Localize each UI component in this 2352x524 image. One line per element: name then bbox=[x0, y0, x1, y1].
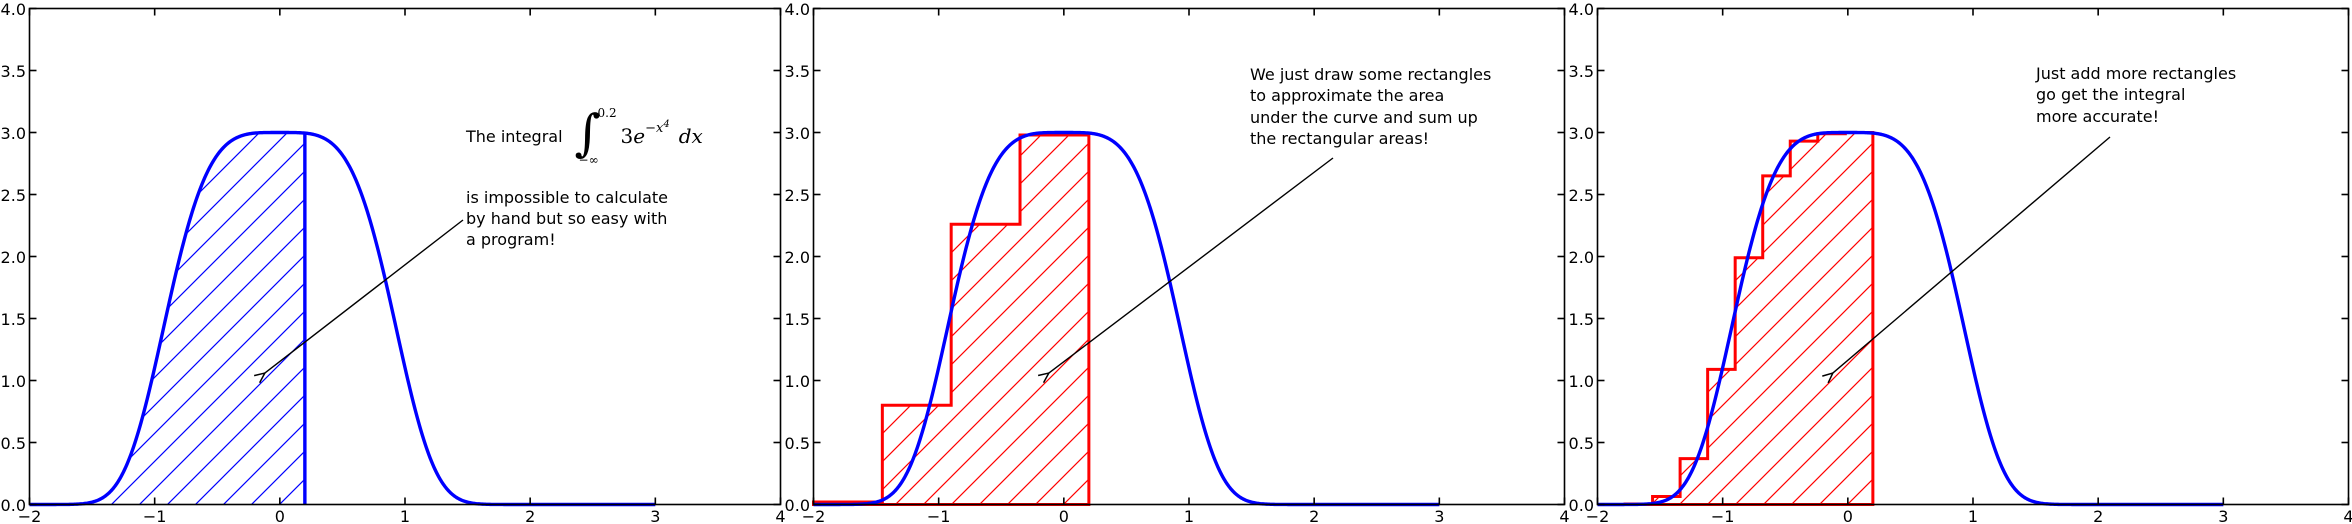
x-tick-label: 2 bbox=[525, 506, 536, 524]
y-tick-label: 2.0 bbox=[1568, 247, 1594, 267]
x-tick-label: −1 bbox=[142, 506, 167, 524]
y-tick-label: 3.0 bbox=[0, 123, 26, 143]
x-tick-label: 4 bbox=[775, 506, 786, 524]
plot-canvas bbox=[28, 7, 782, 507]
integral-lower-limit: −∞ bbox=[578, 153, 599, 168]
y-tick-label: 0.5 bbox=[1568, 433, 1594, 453]
y-tick-label: 1.0 bbox=[1568, 371, 1594, 391]
integral-upper-limit: 0.2 bbox=[597, 106, 617, 121]
x-tick-label: 2 bbox=[2093, 506, 2104, 524]
x-tick-label: −1 bbox=[926, 506, 951, 524]
x-tick-label: 4 bbox=[1559, 506, 1570, 524]
y-tick-label: 2.5 bbox=[784, 185, 810, 205]
y-tick-label: 0.0 bbox=[1568, 495, 1594, 515]
panel-more-rectangles: Just add more rectangles go get the inte… bbox=[1568, 0, 2352, 524]
y-tick-label: 1.5 bbox=[1568, 309, 1594, 329]
integral-glyph: ∫ bbox=[574, 104, 601, 163]
integral-sign: ∫ 0.2 −∞ bbox=[574, 104, 621, 168]
annotation-text: is impossible to calculate by hand but s… bbox=[466, 187, 668, 250]
y-tick-label: 1.5 bbox=[784, 309, 810, 329]
y-tick-label: 1.5 bbox=[0, 309, 26, 329]
plot-canvas bbox=[1596, 7, 2350, 507]
x-tick-label: −2 bbox=[801, 506, 826, 524]
y-tick-label: 2.5 bbox=[0, 185, 26, 205]
x-tick-label: −2 bbox=[1585, 506, 1610, 524]
y-tick-label: 2.5 bbox=[1568, 185, 1594, 205]
annotation-arrow bbox=[1049, 157, 1334, 373]
y-tick-label: 0.0 bbox=[784, 495, 810, 515]
x-tick-label: 3 bbox=[2218, 506, 2229, 524]
plot-canvas bbox=[812, 7, 1566, 507]
integral-formula: The integral ∫ 0.2 −∞ 3 e −x4 dx bbox=[466, 104, 703, 168]
function-curve bbox=[1597, 130, 2224, 507]
y-tick-label: 0.5 bbox=[0, 433, 26, 453]
riemann-rectangles bbox=[812, 133, 1091, 506]
y-tick-label: 4.0 bbox=[0, 0, 26, 19]
y-tick-label: 4.0 bbox=[784, 0, 810, 19]
integrand-exponent-power: 4 bbox=[663, 118, 670, 130]
x-tick-label: 0 bbox=[1058, 506, 1069, 524]
x-tick-label: 1 bbox=[399, 506, 411, 524]
y-tick-label: 0.5 bbox=[784, 433, 810, 453]
annotation-prefix: The integral bbox=[466, 126, 563, 146]
differential: dx bbox=[678, 124, 703, 149]
annotation-arrow bbox=[1833, 136, 2111, 373]
annotation-arrow bbox=[265, 219, 464, 373]
integrand-base: e bbox=[633, 124, 646, 149]
panel-few-rectangles: We just draw some rectangles to approxim… bbox=[784, 0, 1570, 524]
y-tick-label: 1.0 bbox=[0, 371, 26, 391]
x-tick-label: 0 bbox=[274, 506, 285, 524]
x-tick-label: 3 bbox=[650, 506, 661, 524]
x-tick-label: −2 bbox=[17, 506, 42, 524]
y-tick-label: 0.0 bbox=[0, 495, 26, 515]
y-tick-label: 3.5 bbox=[0, 61, 26, 81]
y-tick-label: 4.0 bbox=[1568, 0, 1594, 19]
y-tick-label: 3.0 bbox=[1568, 123, 1594, 143]
panel-exact-integral: The integral ∫ 0.2 −∞ 3 e −x4 dx is impossi… bbox=[0, 0, 786, 524]
annotation-panel-2: We just draw some rectangles to approxim… bbox=[1250, 65, 1492, 148]
x-tick-label: 3 bbox=[1434, 506, 1445, 524]
x-tick-label: 2 bbox=[1309, 506, 1320, 524]
y-tick-label: 2.0 bbox=[784, 247, 810, 267]
y-tick-label: 3.0 bbox=[784, 123, 810, 143]
x-tick-label: 1 bbox=[1183, 506, 1195, 524]
y-tick-label: 1.0 bbox=[784, 371, 810, 391]
x-tick-label: 4 bbox=[2343, 506, 2352, 524]
x-tick-label: 1 bbox=[1967, 506, 1979, 524]
y-tick-label: 3.5 bbox=[784, 61, 810, 81]
integrand-coefficient: 3 bbox=[620, 124, 634, 149]
integrand-exponent: −x4 bbox=[645, 118, 670, 136]
annotation-panel-1: The integral ∫ 0.2 −∞ 3 e −x4 dx is impossi… bbox=[466, 86, 703, 272]
x-tick-label: 0 bbox=[1842, 506, 1853, 524]
y-tick-label: 3.5 bbox=[1568, 61, 1594, 81]
annotation-panel-3: Just add more rectangles go get the inte… bbox=[2036, 64, 2237, 126]
x-tick-label: −1 bbox=[1710, 506, 1735, 524]
y-tick-label: 2.0 bbox=[0, 247, 26, 267]
